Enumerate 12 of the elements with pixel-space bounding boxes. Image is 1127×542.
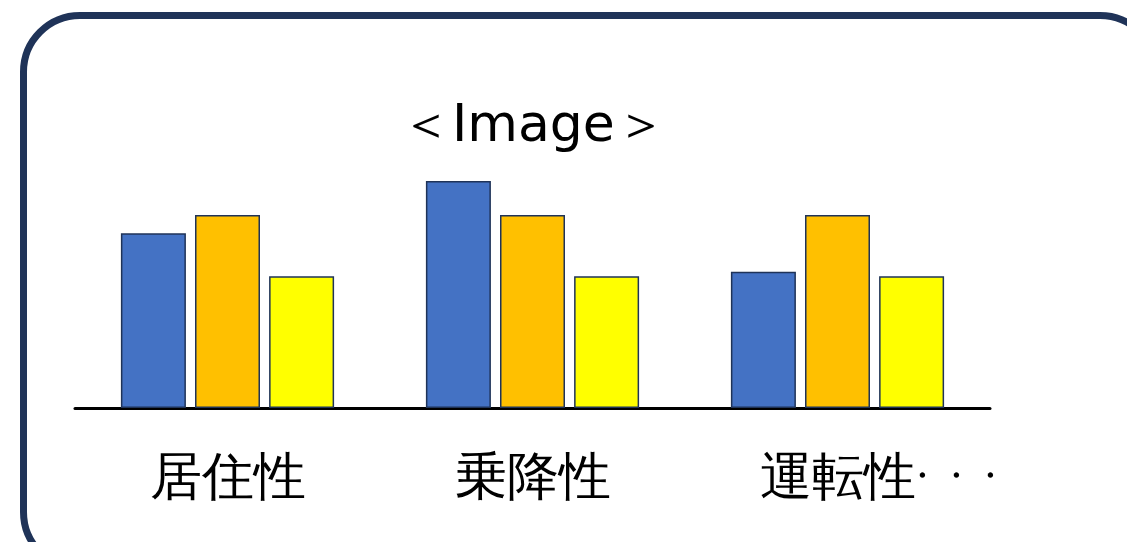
bar: [425, 181, 491, 408]
x-tick-label: 居住性: [149, 446, 306, 506]
bar: [805, 215, 870, 408]
bar: [120, 233, 186, 408]
bar: [195, 215, 260, 408]
x-tick-label: 乗降性: [454, 446, 611, 506]
chart-title: ＜Image＞: [400, 93, 667, 153]
bar: [269, 276, 335, 408]
bar: [730, 271, 796, 408]
bar: [879, 276, 945, 408]
bar: [574, 276, 640, 408]
bar: [500, 215, 565, 408]
